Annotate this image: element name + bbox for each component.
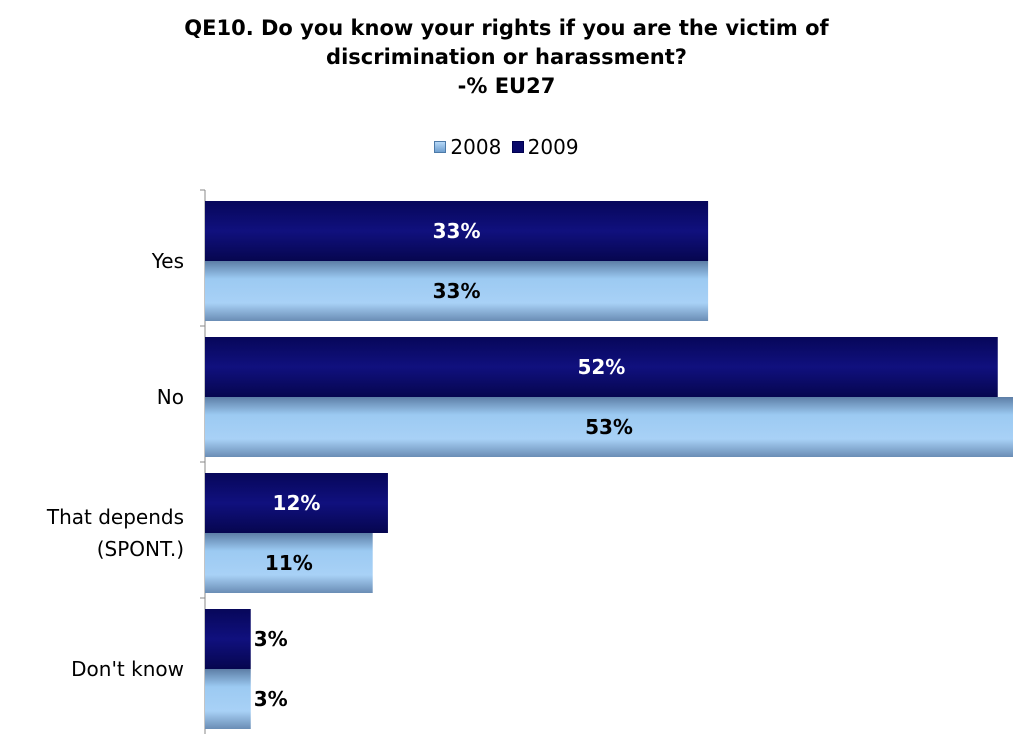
data-label-2008: 3% bbox=[254, 687, 288, 711]
data-label-2008: 53% bbox=[585, 415, 633, 439]
data-label-2009: 12% bbox=[273, 491, 321, 515]
bar-2008 bbox=[205, 261, 709, 321]
data-label-2008: 11% bbox=[265, 551, 313, 575]
bar-2009 bbox=[205, 609, 251, 669]
category-label: No bbox=[157, 385, 184, 409]
category-label: Don't know bbox=[71, 657, 184, 681]
title-line-1: QE10. Do you know your rights if you are… bbox=[184, 16, 829, 40]
title-line-3: -% EU27 bbox=[457, 74, 556, 98]
title-line-2: discrimination or harassment? bbox=[326, 45, 687, 69]
data-label-2009: 33% bbox=[433, 219, 481, 243]
legend-label-2008: 2008 bbox=[450, 135, 502, 159]
category-label: Yes bbox=[151, 249, 184, 273]
bar-2009 bbox=[205, 337, 998, 397]
category-label: (SPONT.) bbox=[97, 537, 184, 561]
legend-swatch-2009 bbox=[511, 141, 524, 153]
legend-item-2008: 2008 bbox=[434, 135, 501, 159]
bar-2008 bbox=[205, 669, 251, 729]
bar-2009 bbox=[205, 473, 388, 533]
legend-label-2009: 2009 bbox=[527, 135, 579, 159]
category-label: That depends bbox=[46, 505, 184, 529]
bar-2008 bbox=[205, 533, 373, 593]
legend-item-2009: 2009 bbox=[511, 135, 579, 159]
data-label-2008: 33% bbox=[433, 279, 481, 303]
bar-2008 bbox=[205, 397, 1013, 457]
data-label-2009: 52% bbox=[577, 355, 625, 379]
bar-2009 bbox=[205, 201, 709, 261]
chart-title: QE10. Do you know your rights if you are… bbox=[0, 14, 1013, 101]
data-label-2009: 3% bbox=[254, 627, 288, 651]
legend-swatch-2008 bbox=[434, 141, 447, 153]
chart-legend: 2008 2009 bbox=[0, 134, 1013, 159]
plot-area: Yes 33% 33% No 52% 53% That depends (SPONT.) 12%… bbox=[46, 189, 1013, 734]
